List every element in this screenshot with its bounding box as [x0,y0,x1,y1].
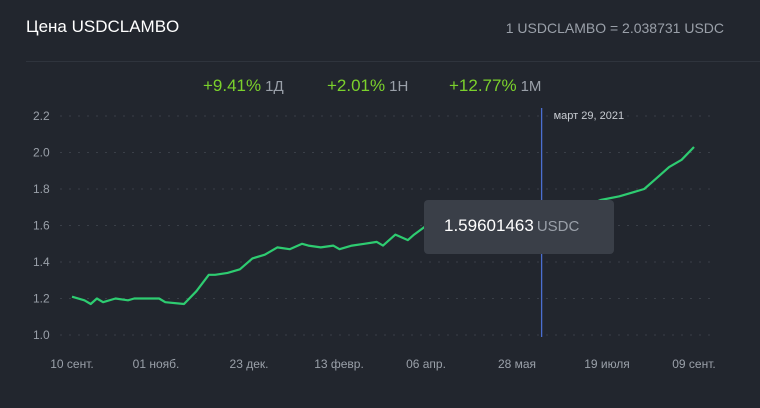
change-1w-period: 1Н [389,78,409,95]
crosshair-date: март 29, 2021 [554,110,624,122]
y-tick-label: 2.2 [33,109,50,123]
change-1d-value: +9.41% [203,76,262,95]
x-tick-label: 09 сент. [672,357,715,371]
y-tick-label: 1.2 [33,292,50,306]
x-tick-label: 06 апр. [406,357,446,371]
change-1m-value: +12.77% [449,76,517,95]
change-1m-period: 1М [520,78,542,95]
y-tick-label: 1.4 [33,255,50,269]
x-tick-label: 01 нояб. [133,357,180,371]
change-1w-value: +2.01% [327,76,386,95]
exchange-rate: 1 USDCLAMBO = 2.038731 USDC [505,20,724,36]
change-1d-period: 1Д [265,78,284,95]
tooltip-price: 1.59601463 [444,216,534,235]
y-tick-label: 1.6 [33,219,50,233]
x-tick-label: 23 дек. [230,357,269,371]
price-changes: +9.41% 1Д +2.01% 1Н +12.77% 1М [0,76,760,98]
x-tick-label: 28 мая [498,357,536,371]
tooltip-unit: USDC [536,218,580,235]
change-1w[interactable]: +2.01% 1Н [327,76,408,96]
y-tick-label: 1.0 [33,328,50,342]
header-divider [26,61,760,62]
x-tick-label: 10 сент. [50,357,93,371]
page-title: Цена USDCLAMBO [26,17,180,36]
x-tick-label: 19 июля [584,357,630,371]
y-tick-label: 1.8 [33,182,50,196]
change-1m[interactable]: +12.77% 1М [449,76,541,96]
price-tooltip: 1.59601463 USDC [424,200,614,254]
y-tick-label: 2.0 [33,146,50,160]
x-tick-label: 13 февр. [314,357,364,371]
change-1d[interactable]: +9.41% 1Д [203,76,284,96]
